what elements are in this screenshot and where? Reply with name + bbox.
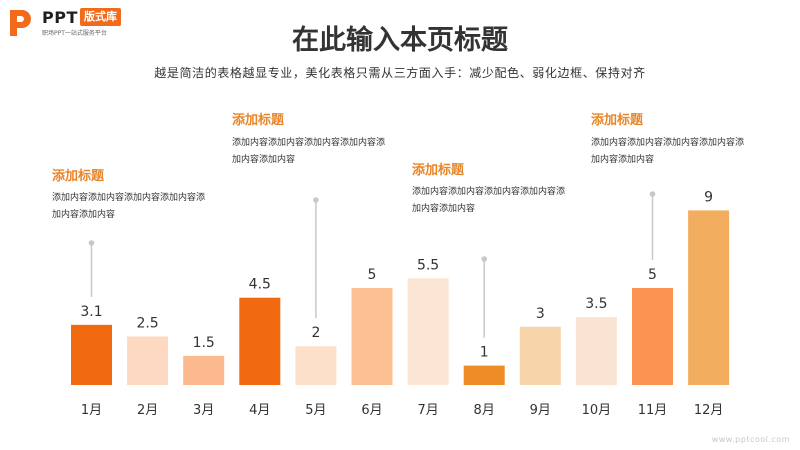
bar-value-label: 5 [648,267,657,283]
x-tick-label: 4月 [249,403,270,418]
bar-7 [407,278,449,385]
page-title: 在此输入本页标题 [292,25,508,56]
x-tick-label: 1月 [81,403,102,418]
page-subtitle: 越是简洁的表格越显专业，美化表格只需从三方面入手：减少配色、弱化边框、保持对齐 [154,66,646,80]
logo-name: PPT [42,8,78,27]
x-tick-label: 2月 [137,403,158,418]
annotation-title: 添加标题 [412,163,465,178]
annotation-body: 添加内容添加内容添加内容添加内容添加内容添加内容 [591,138,745,165]
bar-value-label: 5.5 [417,257,439,273]
bar-value-label: 9 [704,189,713,205]
logo-p-icon [10,10,31,36]
watermark-text: www.pptcool.com [711,435,790,444]
bar-value-label: 2.5 [136,316,158,332]
annotation-title: 添加标题 [232,113,285,128]
annotation-connector-dot [313,197,319,203]
bar-value-label: 2 [311,325,320,341]
x-tick-label: 8月 [474,403,495,418]
annotation-connector-dot [88,240,95,246]
bar-value-label: 5 [368,267,377,283]
brand-logo: PPT 版式库 职场PPT一站式服务平台 [8,6,178,42]
x-tick-label: 6月 [361,403,382,418]
annotation-body: 添加内容添加内容添加内容添加内容添加内容添加内容 [412,187,566,214]
x-tick-label: 7月 [417,403,438,418]
bar-value-label: 3 [536,306,545,322]
annotation-connector-dot [649,191,656,197]
bar-10 [575,317,617,385]
bar-8 [463,365,505,385]
annotation-body: 添加内容添加内容添加内容添加内容添加内容添加内容 [232,138,386,165]
bar-1 [71,324,112,385]
annotation-body: 添加内容添加内容添加内容添加内容添加内容添加内容 [52,193,206,220]
x-tick-label: 11月 [638,403,668,418]
bar-value-label: 4.5 [249,277,271,293]
bar-value-label: 3.5 [585,296,607,312]
bar-11 [632,288,673,385]
x-tick-label: 9月 [530,403,551,418]
x-tick-label: 12月 [694,403,724,418]
bar-value-label: 1 [480,345,489,361]
bar-value-label: 3.1 [80,304,102,320]
bar-3 [183,355,225,385]
x-tick-label: 3月 [193,403,214,418]
annotation-title: 添加标题 [591,113,644,128]
x-tick-label: 10月 [582,403,612,418]
annotation-title: 添加标题 [52,169,105,184]
logo-badge: 版式库 [80,8,121,26]
bar-6 [351,288,393,385]
bar-5 [295,346,337,385]
bar-4 [239,297,281,385]
annotation-connector-dot [481,256,488,262]
bar-12 [688,210,730,385]
bar-9 [519,326,561,385]
logo-tagline: 职场PPT一站式服务平台 [42,30,107,37]
x-tick-label: 5月 [305,403,326,418]
bar-2 [127,336,169,385]
bar-value-label: 1.5 [193,335,215,351]
